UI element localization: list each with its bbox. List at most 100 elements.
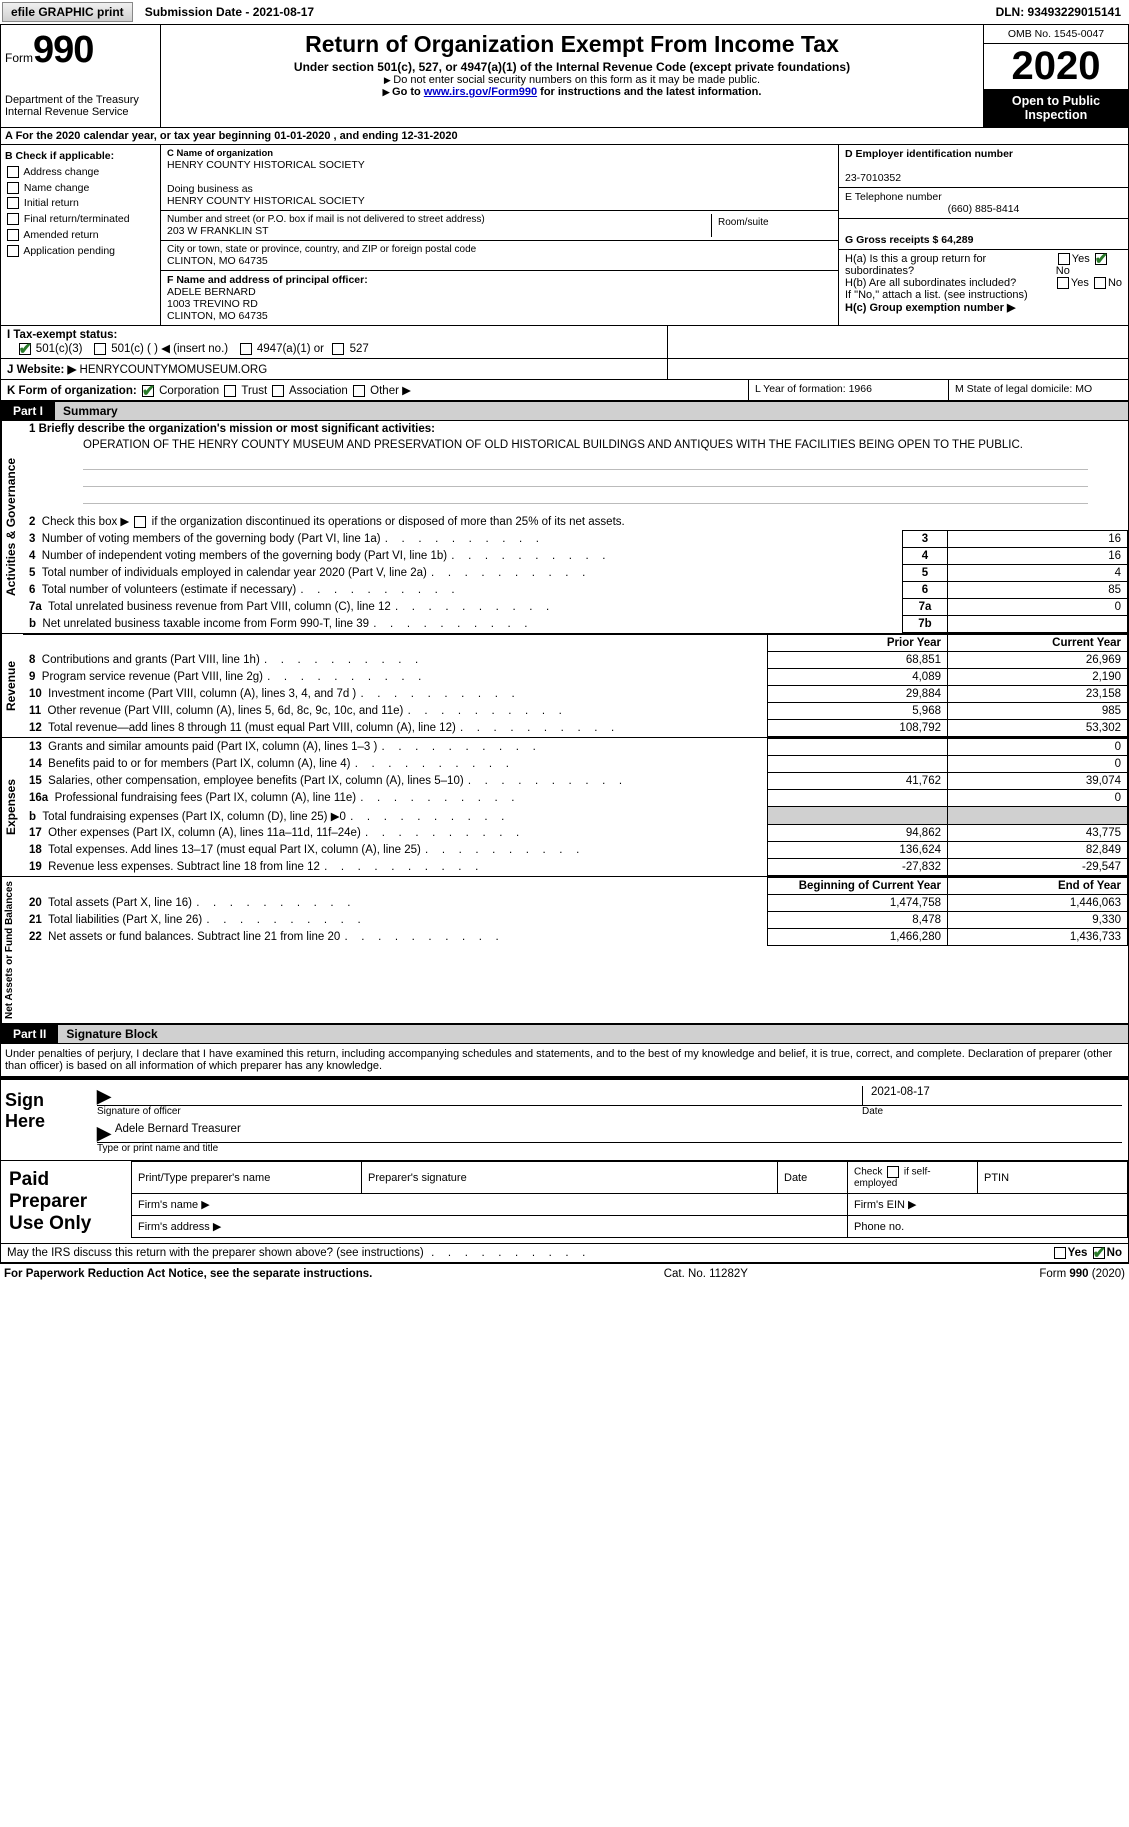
final-return-checkbox[interactable] [7, 213, 19, 225]
footer-mid: Cat. No. 11282Y [664, 1268, 748, 1280]
firm-ein: Firm's EIN ▶ [848, 1194, 1128, 1216]
line-i: I Tax-exempt status: 501(c)(3) 501(c) ( … [0, 326, 1129, 359]
sig-line2: ▶ Adele Bernard Treasurer [97, 1123, 1122, 1143]
hc-label: H(c) Group exemption number ▶ [845, 301, 1122, 314]
4947-checkbox[interactable] [240, 343, 252, 355]
section-net-assets: Net Assets or Fund Balances Beginning of… [0, 877, 1129, 1024]
opt-4947: 4947(a)(1) or [257, 343, 324, 355]
table-row: b Total fundraising expenses (Part IX, c… [23, 807, 1128, 825]
opt-501c: 501(c) ( ) ◀ (insert no.) [111, 343, 228, 355]
side-governance: Activities & Governance [1, 421, 23, 633]
hb-yes-checkbox[interactable] [1057, 277, 1069, 289]
table-row: 11 Other revenue (Part VIII, column (A),… [23, 703, 1128, 720]
address-change-checkbox[interactable] [7, 166, 19, 178]
amended-return-checkbox[interactable] [7, 229, 19, 241]
line2: 2 Check this box ▶ if the organization d… [23, 512, 1128, 530]
name-change-checkbox[interactable] [7, 182, 19, 194]
header-mid: Return of Organization Exempt From Incom… [161, 25, 983, 127]
table-row: 15 Salaries, other compensation, employe… [23, 773, 1128, 790]
assoc-checkbox[interactable] [272, 385, 284, 397]
irs-discuss-line: May the IRS discuss this return with the… [0, 1244, 1129, 1263]
part2-label: Part II [1, 1025, 58, 1043]
opt-trust: Trust [241, 385, 267, 397]
501c3-checkbox[interactable] [19, 343, 31, 355]
period-line: A For the 2020 calendar year, or tax yea… [0, 128, 1129, 145]
table-row: 12 Total revenue—add lines 8 through 11 … [23, 720, 1128, 737]
opt-amended: Amended return [23, 229, 98, 241]
form-number: 990 [33, 29, 93, 71]
table-row: 4 Number of independent voting members o… [23, 548, 1128, 565]
footer-left: For Paperwork Reduction Act Notice, see … [4, 1268, 372, 1280]
yes-label3: Yes [1068, 1247, 1088, 1259]
initial-return-checkbox[interactable] [7, 197, 19, 209]
opt-final: Final return/terminated [24, 213, 130, 225]
firm-phone: Phone no. [848, 1216, 1128, 1238]
cell-officer: F Name and address of principal officer:… [161, 271, 838, 325]
net-header-row: Beginning of Current Year End of Year [23, 878, 1128, 895]
city-label: City or town, state or province, country… [167, 244, 832, 255]
corp-checkbox[interactable] [142, 385, 154, 397]
hb-no-checkbox[interactable] [1094, 277, 1106, 289]
expenses-table: 13 Grants and similar amounts paid (Part… [23, 738, 1128, 876]
app-pending-checkbox[interactable] [7, 245, 19, 257]
opt-pending: Application pending [23, 245, 115, 257]
revenue-table: Prior Year Current Year 8 Contributions … [23, 634, 1128, 737]
k-label: K Form of organization: [7, 385, 137, 397]
org-name: HENRY COUNTY HISTORICAL SOCIETY [167, 159, 832, 171]
table-row: 9 Program service revenue (Part VIII, li… [23, 669, 1128, 686]
dba-name: HENRY COUNTY HISTORICAL SOCIETY [167, 195, 832, 207]
cell-group-return: H(a) Is this a group return for subordin… [839, 250, 1128, 317]
arrow-icon [383, 86, 392, 98]
table-row: 16a Professional fundraising fees (Part … [23, 790, 1128, 807]
irs-link[interactable]: www.irs.gov/Form990 [424, 86, 537, 98]
irs-yes-checkbox[interactable] [1054, 1247, 1066, 1259]
line1-text: OPERATION OF THE HENRY COUNTY MUSEUM AND… [23, 437, 1128, 453]
527-checkbox[interactable] [332, 343, 344, 355]
table-row: b Net unrelated business taxable income … [23, 616, 1128, 633]
table-row: 10 Investment income (Part VIII, column … [23, 686, 1128, 703]
ha-no-checkbox[interactable] [1095, 253, 1107, 265]
sig-type-cap: Type or print name and title [97, 1143, 1122, 1154]
line2-checkbox[interactable] [134, 516, 146, 528]
officer-name: ADELE BERNARD [167, 286, 256, 298]
side-net-assets: Net Assets or Fund Balances [1, 877, 23, 1023]
addr-label: Number and street (or P.O. box if mail i… [167, 214, 711, 225]
side-revenue: Revenue [1, 634, 23, 737]
d-label: D Employer identification number [845, 148, 1122, 160]
table-row: 8 Contributions and grants (Part VIII, l… [23, 652, 1128, 669]
blank-line [83, 491, 1088, 504]
pt-check: Check if self-employed [848, 1162, 978, 1194]
top-bar: efile GRAPHIC print Submission Date - 20… [0, 0, 1129, 25]
trust-checkbox[interactable] [224, 385, 236, 397]
ha-label: H(a) Is this a group return for subordin… [845, 253, 1056, 277]
pt-date: Date [778, 1162, 848, 1194]
no-label2: No [1108, 277, 1122, 289]
table-row: 18 Total expenses. Add lines 13–17 (must… [23, 842, 1128, 859]
self-employed-checkbox[interactable] [887, 1166, 899, 1178]
irs-no-checkbox[interactable] [1093, 1247, 1105, 1259]
part1-title: Summary [55, 402, 126, 420]
501c-checkbox[interactable] [94, 343, 106, 355]
street-address: 203 W FRANKLIN ST [167, 225, 711, 237]
table-row: 21 Total liabilities (Part X, line 26)8,… [23, 912, 1128, 929]
efile-print-button[interactable]: efile GRAPHIC print [2, 2, 133, 22]
header-right: OMB No. 1545-0047 2020 Open to Public In… [983, 25, 1128, 127]
submission-date: Submission Date - 2021-08-17 [137, 3, 322, 21]
phone-value: (660) 885-8414 [845, 203, 1122, 215]
yes-label: Yes [1072, 253, 1090, 265]
other-checkbox[interactable] [353, 385, 365, 397]
declaration-text: Under penalties of perjury, I declare th… [0, 1044, 1129, 1077]
part2-title: Signature Block [58, 1025, 165, 1043]
open-to-public: Open to Public Inspection [984, 89, 1128, 127]
no-label3: No [1107, 1247, 1122, 1259]
sig-date: 2021-08-17 [862, 1086, 1122, 1105]
opt-other: Other ▶ [370, 385, 411, 397]
ha-yes-checkbox[interactable] [1058, 253, 1070, 265]
sig-line1: ▶ 2021-08-17 [97, 1086, 1122, 1106]
current-year-header: Current Year [948, 635, 1128, 652]
cell-address: Number and street (or P.O. box if mail i… [161, 211, 838, 241]
yes-label2: Yes [1071, 277, 1089, 289]
state-domicile: M State of legal domicile: MO [948, 380, 1128, 400]
part1-header: Part I Summary [0, 401, 1129, 421]
gov-table: 3 Number of voting members of the govern… [23, 530, 1128, 633]
